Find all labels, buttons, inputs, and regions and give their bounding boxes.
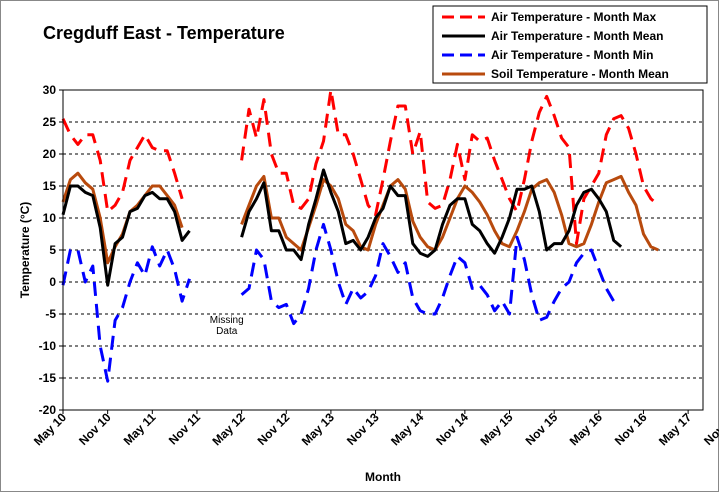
missing-data-label-line1: Missing: [210, 315, 244, 326]
y-tick-label: -10: [39, 339, 57, 353]
x-tick-label: Nov 17: [701, 410, 719, 448]
chart-title: Cregduff East - Temperature: [43, 23, 285, 43]
series-line-1: [61, 168, 623, 287]
y-tick-label: 30: [43, 83, 57, 97]
series-lines: [61, 88, 660, 383]
legend: Air Temperature - Month Max Air Temperatu…: [432, 5, 708, 84]
y-tick-label: 5: [49, 243, 56, 257]
y-tick-label: 10: [43, 211, 57, 225]
plot-area-border: [62, 89, 704, 411]
y-tick-label: -15: [39, 371, 57, 385]
y-tick-label: 15: [43, 179, 57, 193]
x-tick-label: May 11: [121, 410, 159, 448]
y-axis-title: Temperature (°C): [18, 202, 32, 299]
y-tick-label: 25: [43, 115, 57, 129]
y-tick-label: -5: [45, 307, 56, 321]
x-tick-label: May 15: [477, 410, 515, 448]
x-tick-label: May 17: [656, 410, 694, 448]
x-tick-label: Nov 11: [166, 410, 203, 447]
y-axis-ticks: -20 -15 -10 -5 0 5 10 15 20 25 30: [39, 83, 63, 417]
series-line-2: [61, 222, 615, 383]
legend-label: Soil Temperature - Month Mean: [491, 67, 669, 81]
x-axis-ticks: May 10 Nov 10 May 11 Nov 11 May 12 Nov 12 May …: [31, 410, 719, 448]
legend-label: Air Temperature - Month Min: [491, 48, 653, 62]
x-tick-label: Nov 12: [255, 410, 293, 448]
x-axis-title: Month: [365, 470, 401, 484]
missing-data-label-line2: Data: [216, 326, 238, 337]
legend-label: Air Temperature - Month Max: [491, 10, 656, 24]
y-tick-label: -20: [39, 403, 57, 417]
x-tick-label: May 16: [567, 410, 605, 448]
legend-box: [432, 5, 708, 84]
x-tick-label: Nov 16: [612, 410, 650, 448]
x-tick-label: Nov 15: [523, 410, 561, 448]
x-tick-label: May 14: [388, 410, 426, 448]
y-tick-label: 0: [49, 275, 56, 289]
y-tick-label: 20: [43, 147, 57, 161]
grid-lines: [63, 121, 703, 379]
x-tick-label: Nov 13: [344, 410, 382, 448]
x-tick-label: Nov 10: [76, 410, 114, 448]
legend-label: Air Temperature - Month Mean: [491, 29, 663, 43]
x-tick-label: May 12: [210, 410, 248, 448]
x-tick-label: Nov 14: [433, 410, 471, 448]
x-tick-label: May 13: [299, 410, 337, 448]
series-line-0: [61, 88, 660, 246]
